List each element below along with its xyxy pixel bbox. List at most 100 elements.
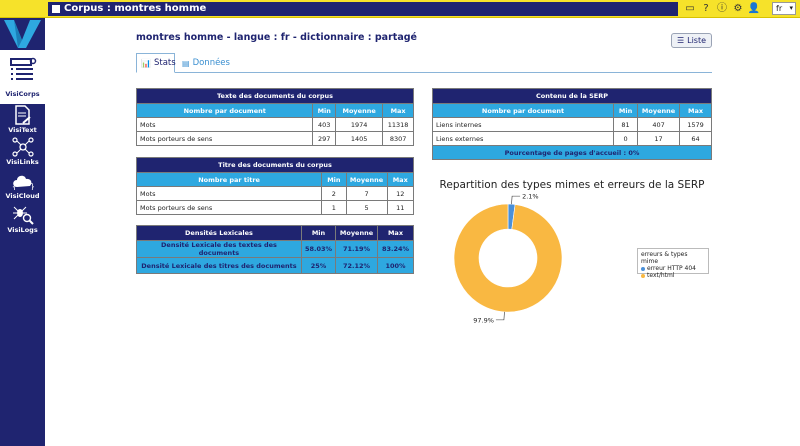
table-footer-row: Pourcentage de pages d'accueil : 0%	[432, 145, 712, 160]
donut-slice[interactable]	[453, 203, 563, 313]
table-cell: 8307	[382, 131, 414, 146]
bar-chart-icon: 📊	[141, 58, 151, 68]
sidebar-item-label: VisiCloud	[5, 192, 40, 200]
table-row: Liens externes 0 17 64	[431, 131, 712, 146]
settings-icon[interactable]: ⚙	[733, 3, 743, 14]
table-cell: 11	[386, 200, 415, 215]
legend-title: erreurs & types mime	[641, 251, 688, 265]
liste-button[interactable]: ☰ Liste	[671, 33, 712, 48]
window-square-icon	[52, 5, 60, 13]
column-header: Nombre par document	[135, 103, 314, 118]
table-cell: Mots	[135, 186, 323, 201]
table-titre: Titre des documents du corpus Nombre par…	[135, 157, 415, 215]
table-cell: Densité Lexicale des titres des document…	[136, 257, 302, 274]
tab-bar: 📊 Stats ▤ Données	[136, 53, 712, 73]
tab-stats[interactable]: 📊 Stats	[136, 53, 176, 73]
legend-label: text/html	[647, 272, 675, 279]
table-row: Mots porteurs de sens 1 5 11	[135, 200, 415, 215]
table-cell: Mots porteurs de sens	[135, 131, 314, 146]
table-cell: 58.03%	[300, 240, 337, 258]
table-cell: 1579	[679, 117, 712, 132]
column-header: Moyenne	[335, 103, 384, 118]
table-cell: 1	[321, 200, 347, 215]
svg-text:{: {	[12, 182, 17, 190]
sidebar-item-visilogs[interactable]: VisiLogs	[0, 204, 45, 234]
sidebar-item-label: VisiLinks	[6, 158, 39, 166]
table-row: Mots 403 1974 11318	[135, 117, 414, 132]
table-cell: 100%	[377, 257, 414, 274]
table-cell: 25%	[300, 257, 337, 274]
spider-search-icon	[0, 204, 45, 226]
table-cell: Liens externes	[431, 131, 615, 146]
table-title: Contenu de la SERP	[432, 88, 712, 104]
sidebar-item-label: VisiLogs	[7, 226, 38, 234]
chart-legend: erreurs & types mime erreur HTTP 404 tex…	[637, 248, 709, 279]
column-header: Min	[300, 225, 337, 241]
table-row: Densité Lexicale des textes des document…	[136, 240, 414, 258]
window-toggle-icon[interactable]: ▭	[685, 3, 695, 14]
info-icon[interactable]: ⓘ	[717, 3, 727, 14]
sidebar-item-visicloud[interactable]: { } VisiCloud	[0, 170, 45, 200]
table-cell: 403	[312, 117, 337, 132]
cloud-icon: { }	[0, 170, 45, 192]
sidebar-item-label: VisiCorps	[5, 90, 40, 98]
liste-button-label: Liste	[687, 36, 707, 45]
table-cell: 11318	[382, 117, 414, 132]
table-cell: 71.19%	[335, 240, 379, 258]
toolbar-icons: ▭ ? ⓘ ⚙ 👤	[684, 3, 760, 15]
column-header: Max	[382, 103, 414, 118]
table-cell: 83.24%	[377, 240, 414, 258]
legend-label: erreur HTTP 404	[647, 265, 696, 272]
top-bar: Corpus : montres homme ▭ ? ⓘ ⚙ 👤 fr	[0, 0, 800, 18]
sidebar-item-visitext[interactable]: VisiText	[0, 104, 45, 134]
sidebar: VisiCorps VisiText	[0, 18, 45, 446]
column-header: Min	[321, 172, 347, 187]
table-cell: 7	[345, 186, 388, 201]
legend-item[interactable]: erreur HTTP 404	[641, 265, 705, 272]
visi-logo-icon	[4, 20, 41, 48]
table-cell: 0	[613, 131, 639, 146]
language-select[interactable]: fr	[772, 2, 796, 15]
table-cell: Mots porteurs de sens	[135, 200, 323, 215]
column-header: Nombre par titre	[135, 172, 323, 187]
table-title: Texte des documents du corpus	[136, 88, 414, 104]
chart-title: Repartition des types mimes et erreurs d…	[439, 179, 705, 191]
table-row: Mots porteurs de sens 297 1405 8307	[135, 131, 414, 146]
tab-donnees[interactable]: ▤ Données	[178, 53, 234, 73]
column-header: Min	[312, 103, 337, 118]
sidebar-item-visilinks[interactable]: VisiLinks	[0, 136, 45, 166]
table-cell: Mots	[135, 117, 314, 132]
network-links-icon	[0, 136, 45, 158]
column-header: Moyenne	[345, 172, 388, 187]
table-cell: 5	[345, 200, 388, 215]
slice-label: 2.1%	[522, 193, 539, 201]
slice-label: 97.9%	[473, 316, 494, 324]
table-cell: 1974	[335, 117, 384, 132]
sidebar-item-label: VisiText	[8, 126, 37, 134]
table-cell: Densité Lexicale des textes des document…	[136, 240, 302, 258]
column-header: Densités Lexicales	[136, 225, 302, 241]
user-icon[interactable]: 👤	[747, 3, 761, 14]
table-cell: 64	[679, 131, 712, 146]
legend-item[interactable]: text/html	[641, 272, 705, 279]
table-densites: Densités Lexicales Min Moyenne Max Densi…	[136, 225, 414, 274]
column-header: Nombre par document	[431, 103, 615, 118]
table-row: Mots 2 7 12	[135, 186, 415, 201]
table-title: Titre des documents du corpus	[136, 157, 414, 173]
table-cell: 17	[637, 131, 681, 146]
table-texte: Texte des documents du corpus Nombre par…	[135, 88, 414, 146]
help-icon[interactable]: ?	[703, 3, 709, 14]
page-title: montres homme - langue : fr - dictionnai…	[136, 32, 417, 43]
table-cell: Liens internes	[431, 117, 615, 132]
table-serp: Contenu de la SERP Nombre par document M…	[431, 88, 712, 160]
table-cell: 1405	[335, 131, 384, 146]
legend-swatch	[641, 273, 645, 278]
window-title-bar: Corpus : montres homme	[48, 2, 678, 16]
window-title: Corpus : montres homme	[64, 3, 207, 14]
sidebar-item-visicorps[interactable]: VisiCorps	[0, 50, 45, 104]
table-cell: 2	[321, 186, 347, 201]
tab-label: Stats	[153, 58, 176, 68]
corpus-list-icon	[0, 50, 45, 90]
svg-text:}: }	[30, 182, 35, 190]
document-edit-icon	[0, 104, 45, 126]
